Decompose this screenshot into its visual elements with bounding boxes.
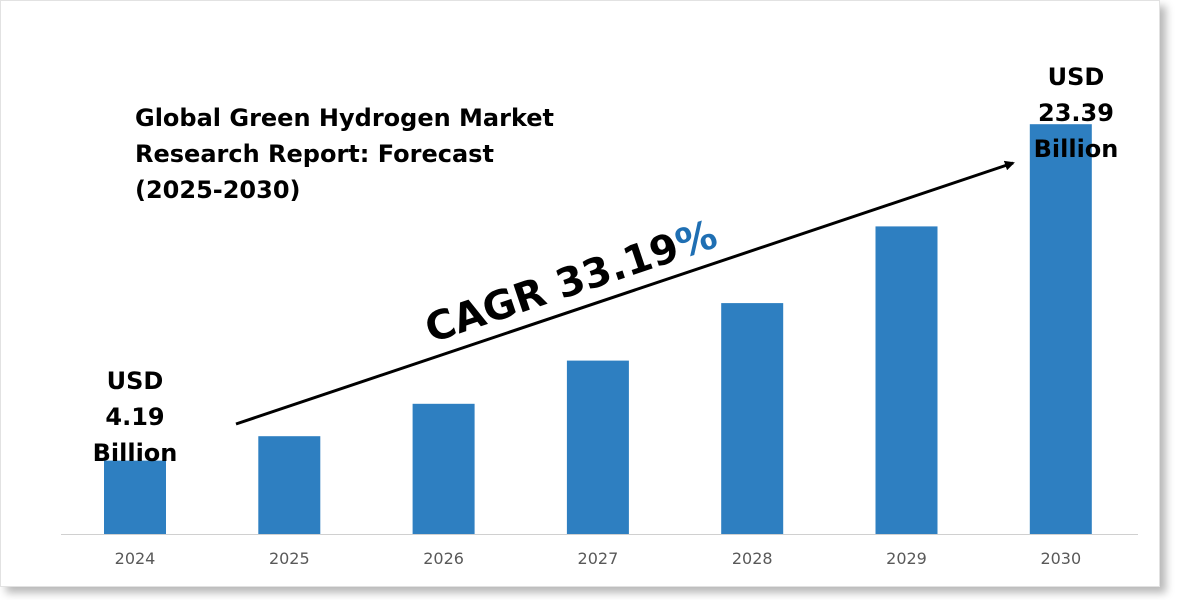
x-tick-2030: 2030 <box>1040 549 1081 568</box>
title-line-3: (2025-2030) <box>135 176 301 204</box>
start-value-label: USD 4.19 Billion <box>93 367 178 467</box>
x-tick-2026: 2026 <box>423 549 464 568</box>
x-tick-2028: 2028 <box>732 549 773 568</box>
bar-2025 <box>258 436 321 534</box>
x-tick-2029: 2029 <box>886 549 927 568</box>
start-label-value: 4.19 <box>105 403 164 431</box>
bar-chart: Global Green Hydrogen Market Research Re… <box>61 63 1138 568</box>
x-tick-labels: 2024 2025 2026 2027 2028 2029 2030 <box>115 549 1082 568</box>
bars-group <box>104 124 1092 534</box>
chart-title: Global Green Hydrogen Market Research Re… <box>135 104 554 204</box>
chart-card: Global Green Hydrogen Market Research Re… <box>0 0 1160 587</box>
bar-2030 <box>1029 124 1092 534</box>
bar-2028 <box>721 303 784 534</box>
title-line-2: Research Report: Forecast <box>135 140 494 168</box>
bar-2027 <box>566 360 629 534</box>
start-label-currency: USD <box>107 367 164 395</box>
end-label-unit: Billion <box>1034 135 1119 163</box>
cagr-label: CAGR 33.19% <box>420 212 723 353</box>
x-tick-2024: 2024 <box>115 549 156 568</box>
growth-arrow <box>235 160 1015 426</box>
bar-2026 <box>412 403 475 534</box>
cagr-text: CAGR 33.19 <box>420 225 685 353</box>
bar-2024 <box>104 460 166 534</box>
start-label-unit: Billion <box>93 439 178 467</box>
end-label-value: 23.39 <box>1038 99 1114 127</box>
end-label-currency: USD <box>1048 63 1105 91</box>
bar-2029 <box>875 226 938 534</box>
title-line-1: Global Green Hydrogen Market <box>135 104 554 132</box>
x-tick-2027: 2027 <box>578 549 619 568</box>
end-value-label: USD 23.39 Billion <box>1034 63 1119 163</box>
x-tick-2025: 2025 <box>269 549 310 568</box>
